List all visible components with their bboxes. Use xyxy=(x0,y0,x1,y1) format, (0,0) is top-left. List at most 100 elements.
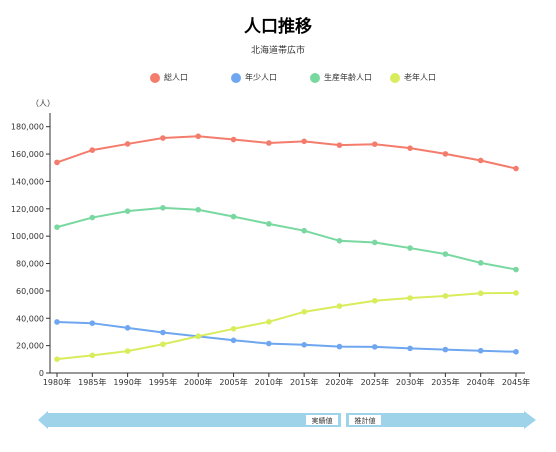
data-point xyxy=(54,319,60,325)
data-point xyxy=(230,326,237,332)
legend-marker xyxy=(231,72,241,83)
data-point xyxy=(301,138,307,145)
data-point xyxy=(230,213,237,220)
data-point xyxy=(407,145,413,151)
legend-marker xyxy=(390,72,400,83)
data-point xyxy=(442,251,449,257)
x-tick-label: 2010年 xyxy=(255,377,283,387)
x-tick-label: 2035年 xyxy=(431,377,459,387)
data-point xyxy=(89,320,96,326)
data-point xyxy=(407,345,413,352)
legend-marker xyxy=(310,72,320,83)
data-point xyxy=(336,343,343,350)
data-point xyxy=(513,290,519,296)
data-point xyxy=(442,293,449,299)
chart-subtitle: 北海道帯広市 xyxy=(250,46,305,56)
y-tick-label: 100,000 xyxy=(11,232,44,241)
data-point xyxy=(513,165,519,172)
data-point xyxy=(336,238,343,244)
data-point xyxy=(54,159,60,166)
data-point xyxy=(266,319,272,325)
data-point xyxy=(160,341,166,348)
data-point xyxy=(195,133,202,140)
x-tick-label: 2030年 xyxy=(396,377,424,387)
data-point xyxy=(336,303,343,309)
y-tick-label: 140,000 xyxy=(11,177,44,186)
data-point xyxy=(124,208,131,214)
chart-title: 人口推移 xyxy=(244,17,312,37)
legend-label: 生産年齢人口 xyxy=(324,73,372,82)
data-point xyxy=(407,245,413,251)
data-point xyxy=(54,356,60,362)
x-tick-label: 2045年 xyxy=(502,377,530,387)
legend-label: 老年人口 xyxy=(404,73,436,82)
actual-period-arrow xyxy=(38,411,341,429)
x-tick-label: 1990年 xyxy=(113,377,141,387)
data-point xyxy=(336,142,343,148)
y-tick-label: 20,000 xyxy=(16,342,44,351)
legend-item[interactable]: 総人口 xyxy=(150,72,188,83)
data-point xyxy=(513,348,519,355)
series-line xyxy=(56,291,517,361)
legend-label: 年少人口 xyxy=(245,73,277,82)
data-point xyxy=(230,337,237,344)
y-tick-label: 40,000 xyxy=(16,314,44,323)
x-tick-label: 1995年 xyxy=(149,377,177,387)
data-point xyxy=(513,266,519,273)
data-point xyxy=(54,224,60,230)
x-tick-label: 1985年 xyxy=(78,377,106,387)
data-point xyxy=(301,342,307,348)
data-point xyxy=(371,344,378,350)
data-point xyxy=(124,325,131,331)
data-point xyxy=(266,221,272,227)
y-tick-label: 160,000 xyxy=(11,150,44,159)
data-point xyxy=(301,309,307,315)
y-axis-label: （人） xyxy=(31,99,55,108)
data-point xyxy=(266,140,272,146)
data-point xyxy=(477,347,484,354)
legend-item[interactable]: 老年人口 xyxy=(390,72,436,83)
data-point xyxy=(89,214,96,221)
x-tick-label: 2040年 xyxy=(467,377,495,387)
series-line xyxy=(56,206,517,271)
data-point xyxy=(124,348,131,354)
data-point xyxy=(407,295,413,301)
x-tick-label: 1980年 xyxy=(43,377,71,387)
projected-label: 推計値 xyxy=(355,416,376,425)
y-tick-label: 60,000 xyxy=(16,287,44,296)
data-point xyxy=(195,333,202,340)
series-line xyxy=(56,135,517,170)
y-tick-label: 120,000 xyxy=(11,205,44,214)
data-point xyxy=(160,135,166,141)
data-point xyxy=(266,340,272,347)
data-point xyxy=(442,151,449,157)
data-point xyxy=(442,346,449,353)
legend-label: 総人口 xyxy=(164,73,188,82)
legend-item[interactable]: 年少人口 xyxy=(231,72,277,83)
data-point xyxy=(477,157,484,164)
data-point xyxy=(371,239,378,246)
x-tick-label: 2020年 xyxy=(325,377,353,387)
data-point xyxy=(124,141,131,147)
actual-label-box xyxy=(306,415,338,425)
data-point xyxy=(160,205,166,211)
legend-item[interactable]: 生産年齢人口 xyxy=(310,72,372,83)
y-tick-label: 0 xyxy=(39,369,44,378)
data-point xyxy=(230,136,237,143)
y-tick-label: 180,000 xyxy=(11,123,44,132)
y-tick-label: 80,000 xyxy=(16,260,44,269)
data-point xyxy=(371,141,378,147)
series-line xyxy=(56,320,517,353)
actual-label: 実績値 xyxy=(312,416,333,425)
data-point xyxy=(477,260,484,266)
projected-label-box xyxy=(349,415,381,425)
legend-marker xyxy=(150,72,160,83)
x-tick-label: 2005年 xyxy=(219,377,247,387)
data-point xyxy=(371,297,378,304)
x-tick-label: 2015年 xyxy=(290,377,318,387)
data-point xyxy=(195,206,202,213)
projected-period-arrow xyxy=(346,411,536,429)
data-point xyxy=(160,329,166,336)
data-point xyxy=(89,147,96,153)
